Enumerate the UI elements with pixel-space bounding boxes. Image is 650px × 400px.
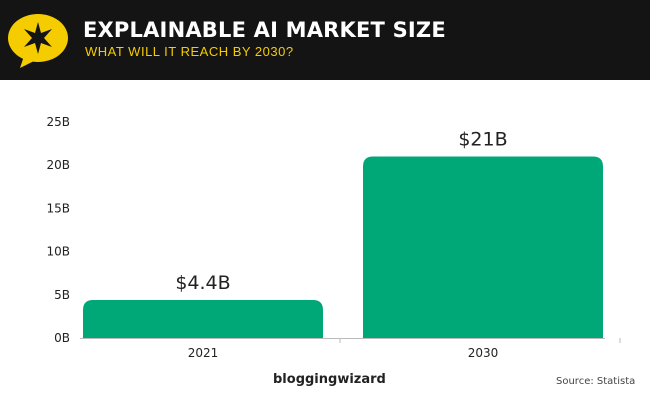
x-tick-label: 2030 (468, 346, 499, 360)
bar-2030 (363, 156, 603, 338)
y-tick-label: 20B (46, 158, 70, 172)
y-tick-label: 5B (54, 288, 70, 302)
source-note: Source: Statista (556, 376, 636, 387)
header: EXPLAINABLE AI MARKET SIZE WHAT WILL IT … (0, 0, 650, 80)
brand-logo: bloggingwizard (273, 372, 386, 387)
bar-2021 (83, 299, 323, 338)
x-tick-label: 2021 (188, 346, 219, 360)
y-tick-label: 25B (46, 115, 70, 129)
y-tick-label: 0B (54, 331, 70, 345)
bar-chart: 0B 5B 10B 15B 20B 25B $4.4B 2021 $21B 2030 (46, 115, 621, 360)
star-speech-bubble-icon (8, 14, 68, 68)
y-tick-label: 15B (46, 201, 70, 215)
y-tick-label: 10B (46, 245, 70, 259)
chart-subtitle: WHAT WILL IT REACH BY 2030? (85, 44, 294, 59)
chart-title: EXPLAINABLE AI MARKET SIZE (83, 18, 446, 42)
data-label: $21B (458, 129, 507, 151)
data-label: $4.4B (175, 272, 230, 294)
